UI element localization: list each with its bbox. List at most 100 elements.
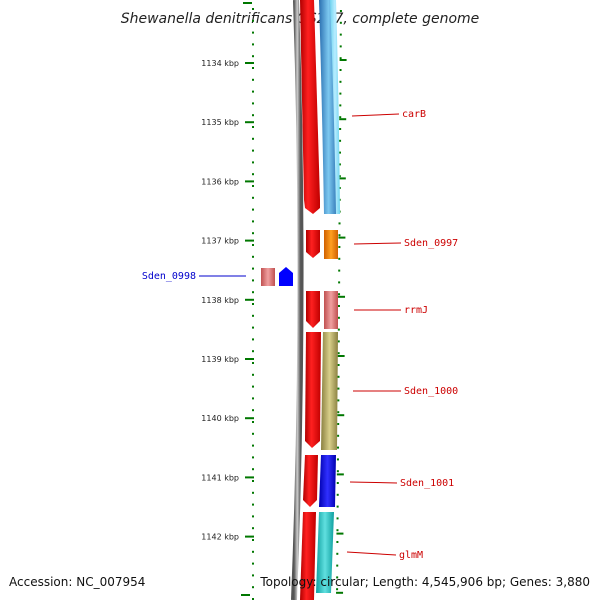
tick-label: 1138 kbp (201, 296, 239, 305)
minor-tick (252, 67, 254, 69)
outer-minor-tick (337, 387, 340, 390)
minor-tick (252, 574, 254, 577)
outer-minor-tick (338, 234, 341, 237)
minor-tick (252, 326, 254, 329)
gene-label-carB[interactable]: carB (402, 109, 426, 120)
outer-minor-tick (338, 257, 341, 260)
outer-minor-tick (336, 458, 339, 461)
outer-minor-tick (338, 222, 341, 225)
minor-tick (252, 539, 254, 541)
gene-block-sden1000[interactable] (321, 332, 338, 450)
cds-arrow-glmM[interactable] (300, 512, 316, 600)
outer-minor-tick (336, 482, 339, 484)
outer-minor-tick (336, 493, 339, 496)
outer-minor-tick (336, 505, 339, 508)
minor-tick (252, 126, 254, 128)
gene-label-sden0998[interactable]: Sden_0998 (142, 271, 196, 282)
minor-tick (252, 232, 254, 235)
gene-block-glmM[interactable] (316, 512, 334, 593)
outer-minor-tick (338, 269, 341, 272)
tick-label: 1134 kbp (201, 59, 239, 68)
outer-minor-tick (336, 576, 339, 579)
forward-cds-track (300, 0, 321, 600)
reverse-gene-sden0998[interactable] (261, 267, 293, 286)
cds-arrow-rrmJ[interactable] (306, 291, 320, 328)
minor-tick (252, 161, 254, 164)
cds-arrow-carB[interactable] (300, 0, 320, 214)
tick-label: 1141 kbp (201, 473, 239, 482)
outer-minor-tick (338, 151, 341, 154)
outer-minor-tick (338, 163, 341, 166)
topology-text: Topology: circular; Length: 4,545,906 bp… (259, 575, 590, 589)
minor-tick (252, 373, 254, 376)
outer-minor-tick (339, 128, 342, 130)
outer-minor-tick (336, 564, 339, 567)
minor-tick (252, 586, 254, 589)
outer-minor-tick (336, 541, 339, 543)
tick-label: 1137 kbp (201, 237, 239, 246)
minor-tick (252, 19, 254, 22)
outer-minor-tick (337, 399, 340, 402)
minor-tick (252, 421, 254, 423)
minor-tick (252, 362, 254, 364)
minor-tick (252, 432, 254, 435)
minor-tick (252, 90, 254, 93)
minor-tick (252, 149, 254, 152)
minor-tick (252, 220, 254, 223)
gene-label-rrmJ[interactable]: rrmJ (404, 305, 428, 316)
minor-tick (252, 267, 254, 270)
outer-minor-tick (336, 470, 339, 473)
outer-minor-tick (337, 352, 340, 355)
minor-tick (252, 31, 254, 34)
gene-label-sden1000[interactable]: Sden_1000 (404, 386, 458, 397)
minor-tick (252, 255, 254, 258)
accession-text: Accession: NC_007954 (9, 575, 145, 589)
outer-minor-tick (339, 69, 342, 71)
minor-tick (252, 8, 254, 10)
tick-label: 1136 kbp (201, 177, 239, 186)
cds-arrow-sden1001[interactable] (303, 455, 318, 507)
outer-minor-tick (337, 434, 340, 437)
minor-tick (252, 397, 254, 400)
gene-block-sden0998[interactable] (261, 268, 275, 286)
cds-arrow-sden1000[interactable] (305, 332, 321, 448)
minor-tick (252, 78, 254, 81)
outer-minor-tick (339, 10, 342, 12)
minor-tick (252, 515, 254, 518)
gene-label-glmM[interactable]: glmM (399, 550, 423, 561)
outer-minor-tick (337, 340, 340, 343)
gene-block-sden1001[interactable] (319, 455, 336, 507)
gene-block-sden0997[interactable] (324, 230, 338, 259)
minor-tick (252, 114, 254, 117)
outer-minor-tick (336, 588, 339, 591)
minor-tick (252, 480, 254, 482)
minor-tick (252, 208, 254, 211)
minor-tick (252, 456, 254, 459)
minor-tick (252, 55, 254, 58)
map-title: Shewanella denitrificans OS217, complete… (121, 11, 480, 27)
minor-tick (252, 102, 254, 105)
cds-arrow-sden0998[interactable] (279, 267, 293, 286)
outer-minor-tick (337, 305, 340, 307)
tick-label: 1142 kbp (201, 533, 239, 542)
minor-tick (252, 244, 254, 246)
outer-minor-tick (338, 175, 341, 178)
minor-tick (252, 444, 254, 447)
minor-tick (252, 196, 254, 199)
gene-label-sden1001[interactable]: Sden_1001 (400, 478, 454, 489)
minor-tick (252, 173, 254, 176)
gene-track (316, 0, 340, 593)
minor-tick (252, 503, 254, 506)
outer-minor-tick (336, 529, 339, 532)
outer-minor-tick (339, 116, 342, 119)
gene-callouts: carB Sden_0997 Sden_0998 rrmJ Sden_1000 … (142, 109, 458, 561)
minor-tick (252, 137, 254, 140)
gene-block-rrmJ[interactable] (324, 291, 338, 329)
outer-minor-tick (339, 92, 342, 95)
gene-label-sden0997[interactable]: Sden_0997 (404, 238, 458, 249)
minor-tick (252, 43, 254, 46)
minor-tick (252, 314, 254, 317)
outer-minor-tick (339, 57, 342, 60)
cds-arrow-sden0997[interactable] (306, 230, 320, 258)
minor-tick (252, 562, 254, 565)
